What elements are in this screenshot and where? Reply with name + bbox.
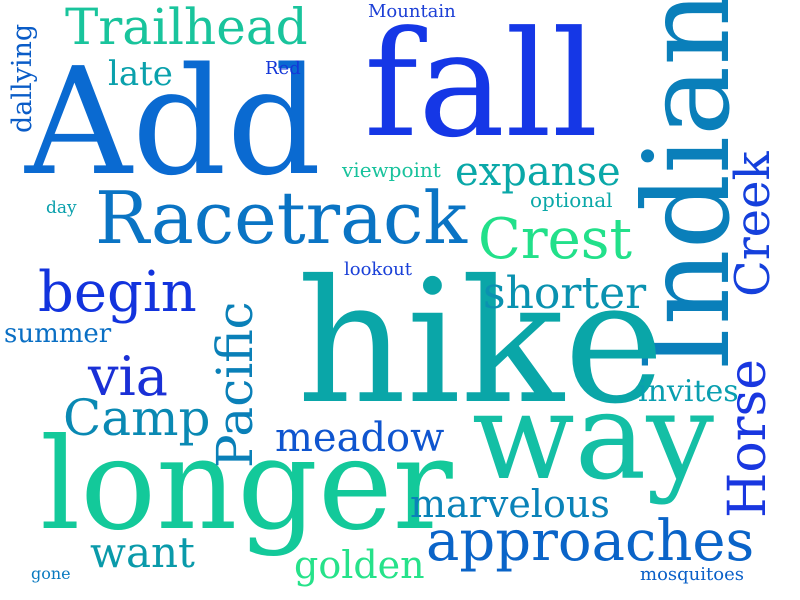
word-expanse: expanse — [455, 149, 621, 195]
word-optional: optional — [530, 188, 613, 212]
word-shorter: shorter — [483, 268, 647, 319]
word-camp: Camp — [63, 389, 211, 447]
word-meadow: meadow — [275, 415, 445, 461]
word-day: day — [46, 198, 77, 218]
word-via: via — [88, 345, 168, 408]
word-want: want — [90, 528, 195, 577]
word-pacific: Pacific — [206, 301, 264, 468]
word-crest: Crest — [478, 207, 632, 272]
word-marvelous: marvelous — [410, 482, 610, 526]
word-fall: fall — [364, 0, 599, 170]
word-trailhead: Trailhead — [65, 0, 308, 56]
word-racetrack: Racetrack — [95, 176, 467, 260]
word-longer: longer — [40, 411, 453, 558]
word-mosquitoes: mosquitoes — [640, 564, 744, 585]
word-viewpoint: viewpoint — [342, 158, 441, 182]
word-add: Add — [25, 36, 322, 208]
word-gone: gone — [31, 564, 71, 583]
word-red: Red — [265, 58, 301, 79]
word-hike: hike — [297, 244, 665, 442]
word-invites: invites — [638, 374, 739, 409]
word-creek: Creek — [725, 151, 781, 297]
word-dallying: dallying — [7, 23, 38, 133]
word-begin: begin — [38, 260, 197, 325]
word-summer: summer — [4, 319, 112, 349]
word-approaches: approaches — [426, 509, 755, 574]
word-mountain: Mountain — [368, 1, 456, 22]
word-late: late — [108, 54, 173, 94]
word-golden: golden — [294, 543, 425, 587]
word-way: way — [472, 368, 715, 507]
word-lookout: lookout — [344, 259, 413, 280]
